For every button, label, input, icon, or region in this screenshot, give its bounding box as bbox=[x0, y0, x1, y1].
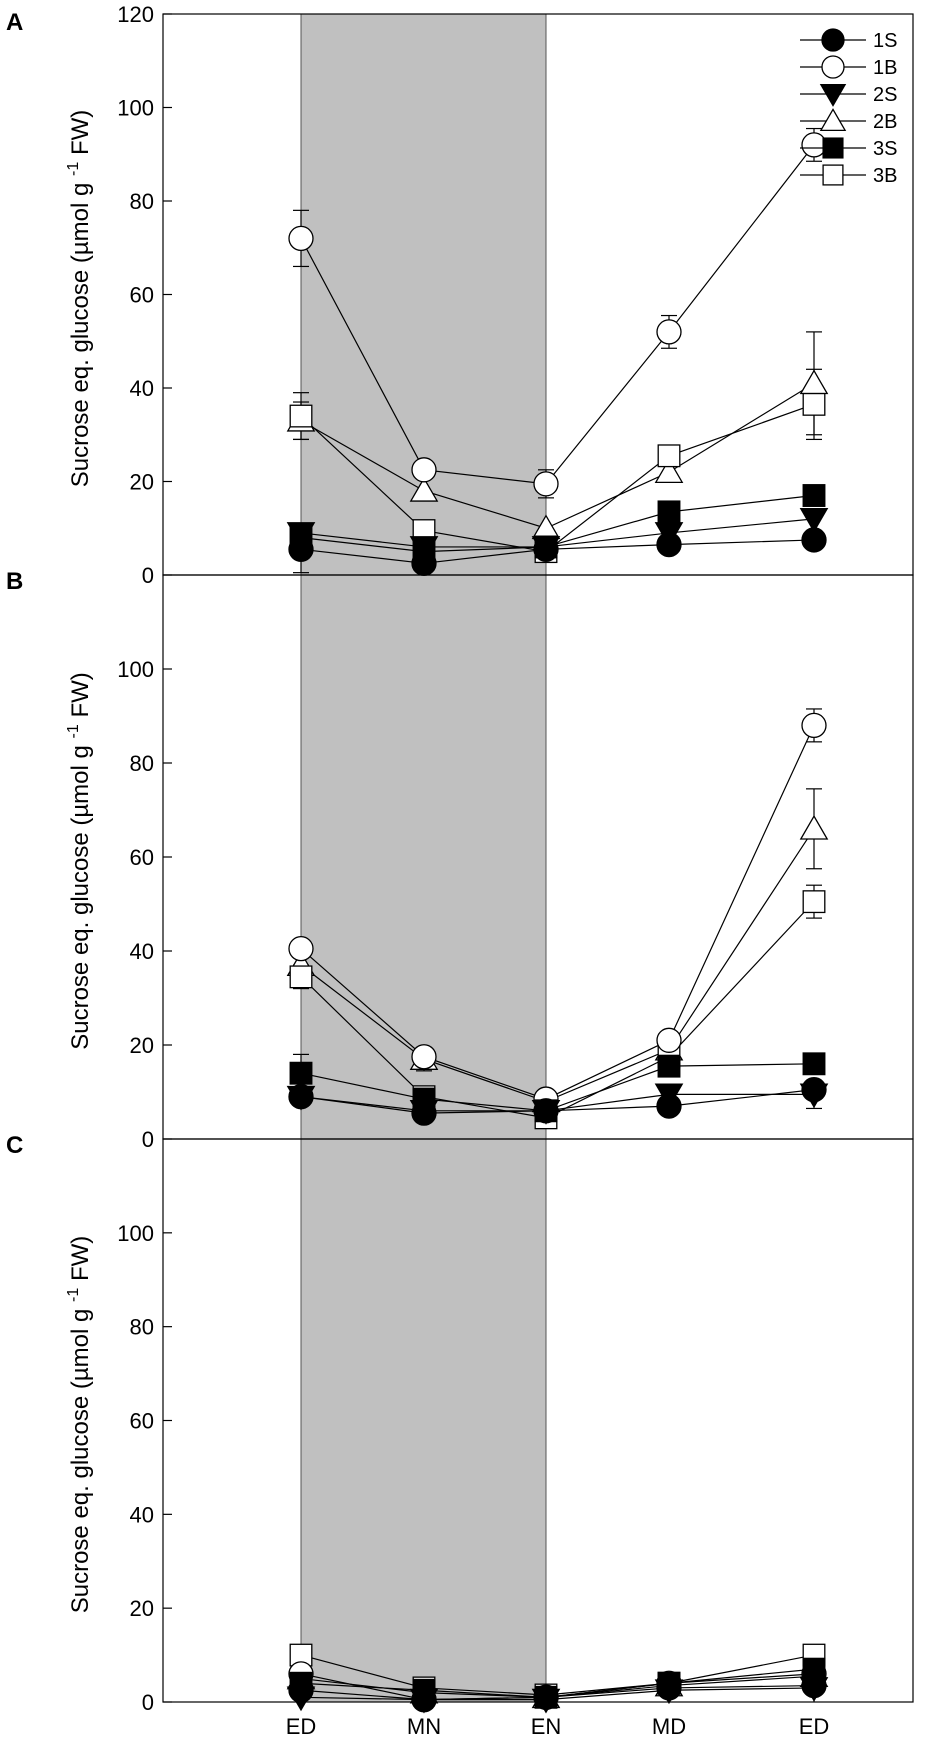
legend-label-3b: 3B bbox=[873, 165, 897, 187]
panel-b-point-1b bbox=[801, 712, 827, 739]
panel-a-point-3s bbox=[802, 484, 826, 507]
panel-b-point-3s bbox=[289, 1061, 313, 1085]
panel-b-point-1b bbox=[656, 1027, 682, 1053]
panel-b-point-3s bbox=[657, 1054, 681, 1078]
legend-entry-2s: 2S bbox=[800, 84, 897, 107]
panel-b-ytick-label: 100 bbox=[117, 657, 154, 682]
panel-c-ytick-label: 40 bbox=[130, 1502, 154, 1527]
legend-marker-1s bbox=[821, 28, 845, 52]
panel-b-point-1b bbox=[288, 936, 314, 962]
panel-b-point-3b bbox=[289, 965, 313, 989]
panel-b-point-1b bbox=[411, 1044, 437, 1070]
panel-c-ytick-label: 60 bbox=[130, 1409, 154, 1434]
legend-entry-3s: 3S bbox=[800, 137, 897, 160]
legend-label-1s: 1S bbox=[873, 30, 897, 52]
panel-a-point-3b bbox=[657, 444, 681, 468]
panel-b-point-3s bbox=[412, 1087, 436, 1111]
panel-a-point-3s bbox=[412, 540, 436, 564]
panel-a-ytick-label: 40 bbox=[130, 376, 154, 401]
legend-entry-2b: 2B bbox=[800, 108, 897, 133]
legend: 1S 1B 2S 2B 3S 3B bbox=[800, 28, 897, 187]
night-shaded-region bbox=[300, 13, 547, 1703]
text-layer: 0 20 40 60 80 100 120 A Sucrose eq. glucose (µmo… bbox=[6, 2, 829, 1739]
xtick-label-md: MD bbox=[652, 1714, 686, 1739]
panel-a-point-3s bbox=[534, 535, 558, 559]
legend-label-2s: 2S bbox=[873, 84, 897, 106]
panel-b-point-3s bbox=[802, 1052, 826, 1076]
panel-a-ytick-label: 20 bbox=[130, 470, 154, 495]
panel-a-ytick-label: 100 bbox=[117, 96, 154, 121]
panel-a-point-2s bbox=[799, 508, 829, 533]
legend-marker-2b bbox=[819, 108, 847, 132]
panel-c-series bbox=[286, 1643, 829, 1714]
panel-b-series bbox=[286, 708, 829, 1130]
panel-b-ytick-label: 20 bbox=[130, 1033, 154, 1058]
legend-marker-2s bbox=[819, 84, 847, 107]
panel-b-ytick-label: 40 bbox=[130, 939, 154, 964]
xtick-label-mn: MN bbox=[407, 1714, 441, 1739]
panel-a-ytick-label: 0 bbox=[142, 563, 154, 588]
legend-entry-1s: 1S bbox=[800, 28, 897, 52]
xtick-label-ed: ED bbox=[286, 1714, 317, 1739]
panel-a-point-1b bbox=[533, 471, 559, 497]
panel-a-point-2b bbox=[654, 458, 684, 484]
panel-c-point-3s bbox=[657, 1671, 681, 1695]
panel-a-point-3s bbox=[657, 500, 681, 524]
panel-a-point-2b bbox=[409, 476, 439, 502]
panel-b-point-3s bbox=[534, 1099, 558, 1123]
panel-b-ytick-label: 60 bbox=[130, 845, 154, 870]
panel-a-point-3b bbox=[802, 392, 826, 416]
legend-marker-3b bbox=[822, 164, 844, 186]
panel-a-ylabel: Sucrose eq. glucose (µmol g -1 FW) bbox=[65, 110, 94, 488]
panel-a-point-1b bbox=[801, 132, 827, 158]
panel-a-point-2b bbox=[799, 369, 829, 395]
panel-c-ytick-label: 100 bbox=[117, 1221, 154, 1246]
panel-b-ylabel: Sucrose eq. glucose (µmol g -1 FW) bbox=[65, 672, 94, 1050]
legend-label-1b: 1B bbox=[873, 57, 897, 79]
panel-c-ytick-label: 0 bbox=[142, 1690, 154, 1715]
series-layer bbox=[286, 127, 829, 1714]
panel-a-point-1b bbox=[288, 225, 314, 252]
legend-marker-1b bbox=[821, 55, 845, 79]
panel-b-letter: B bbox=[6, 568, 23, 595]
panel-b-point-2b bbox=[799, 814, 829, 840]
xtick-label-en: EN bbox=[531, 1714, 562, 1739]
panel-a-point-1b bbox=[656, 319, 682, 345]
panel-a-point-3s bbox=[289, 526, 313, 550]
panel-c-ytick-label: 20 bbox=[130, 1596, 154, 1621]
panel-b-point-2s bbox=[286, 1085, 316, 1111]
panel-c-point-3s bbox=[289, 1671, 313, 1695]
panel-b-point-2s bbox=[654, 1083, 684, 1109]
panel-b-point-2s bbox=[799, 1083, 829, 1109]
panel-b-ytick-label: 0 bbox=[142, 1127, 154, 1152]
panel-a-ytick-label: 60 bbox=[130, 283, 154, 308]
panel-a-letter: A bbox=[6, 9, 23, 36]
panel-c-ylabel: Sucrose eq. glucose (µmol g -1 FW) bbox=[65, 1236, 94, 1614]
panel-a-series bbox=[286, 127, 829, 576]
panel-a-point-3b bbox=[289, 404, 313, 428]
panel-a-ytick-label: 120 bbox=[117, 2, 154, 27]
panel-b-ytick-label: 80 bbox=[130, 751, 154, 776]
panel-c-point-3s bbox=[802, 1657, 826, 1681]
panel-a-point-1b bbox=[411, 457, 437, 483]
panel-c-point-3s bbox=[534, 1685, 558, 1709]
panel-a-ytick-label: 80 bbox=[130, 189, 154, 214]
legend-marker-3s bbox=[822, 137, 844, 159]
xtick-label-ed: ED bbox=[799, 1714, 830, 1739]
axes-layer bbox=[162, 13, 914, 1703]
panel-c-point-3s bbox=[412, 1678, 436, 1702]
panel-c-letter: C bbox=[6, 1132, 23, 1159]
panel-b-point-3b bbox=[802, 890, 826, 914]
night-shade-layer bbox=[300, 13, 547, 1703]
panel-c-ytick-label: 80 bbox=[130, 1315, 154, 1340]
legend-entry-1b: 1B bbox=[800, 55, 897, 79]
legend-label-2b: 2B bbox=[873, 111, 897, 133]
legend-label-3s: 3S bbox=[873, 138, 897, 160]
legend-entry-3b: 3B bbox=[800, 164, 897, 187]
